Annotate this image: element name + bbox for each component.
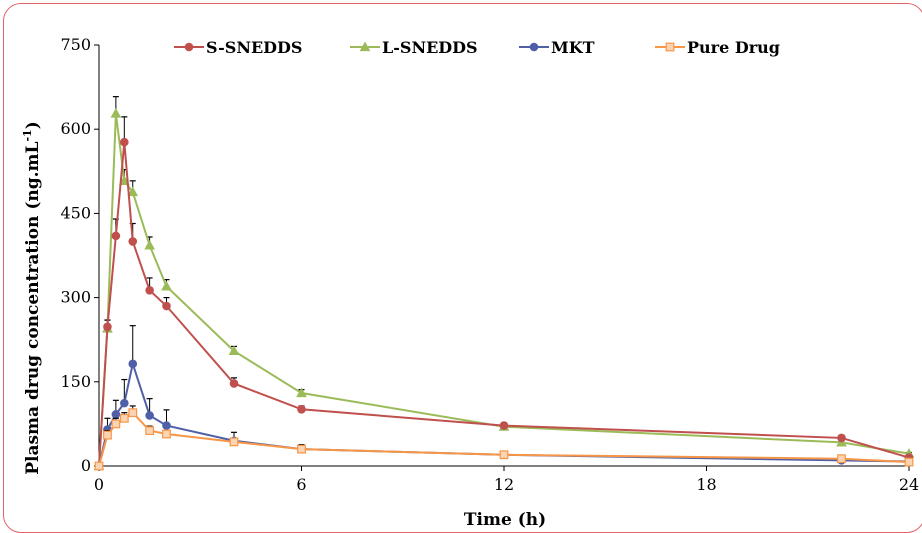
series-line-l-snedds	[98, 113, 910, 467]
legend-marker	[665, 42, 675, 52]
data-point	[110, 107, 122, 118]
axes	[94, 44, 910, 471]
data-point	[228, 345, 240, 356]
y-axis-title-close: )	[23, 121, 43, 129]
y-tick-label: 750	[60, 35, 91, 54]
legend-item-mkt: MKT	[519, 38, 595, 57]
data-point	[162, 421, 171, 430]
legend-label: MKT	[551, 38, 595, 57]
y-tick-labels: 0 150 300 450 600 750	[60, 35, 91, 475]
data-point	[111, 231, 121, 241]
legend-label: L-SNEDDS	[382, 38, 478, 57]
data-point	[229, 379, 239, 388]
data-point	[904, 457, 914, 467]
series-mkt	[94, 325, 914, 471]
x-tick-label: 12	[494, 475, 514, 494]
data-point	[119, 413, 129, 423]
data-point	[144, 239, 155, 250]
data-point	[103, 430, 112, 440]
data-point	[128, 408, 138, 418]
data-point	[111, 419, 121, 429]
data-point	[837, 433, 846, 443]
legend-item-l-snedds: L-SNEDDS	[350, 38, 478, 57]
series-pure-drug	[94, 405, 914, 471]
x-axis-title: Time (h)	[464, 510, 546, 529]
data-point	[145, 426, 155, 436]
data-point	[128, 237, 138, 246]
series-l-snedds	[93, 96, 915, 471]
error-bar	[129, 325, 136, 364]
legend-marker	[184, 42, 194, 52]
data-point	[111, 410, 121, 419]
legend-item-pure-drug: Pure Drug	[655, 38, 780, 57]
data-point	[103, 322, 112, 332]
x-tick-label: 18	[696, 475, 716, 494]
legend-marker	[529, 42, 539, 52]
data-point	[297, 405, 306, 414]
data-point	[297, 444, 306, 454]
data-point	[128, 359, 138, 369]
data-point	[162, 429, 171, 439]
data-point	[162, 301, 171, 311]
x-tick-label: 0	[94, 475, 104, 494]
data-point	[145, 411, 154, 420]
y-axis-title-superscript: -1	[21, 129, 34, 141]
data-point	[94, 461, 104, 471]
data-point	[127, 186, 139, 197]
legend-label: Pure Drug	[687, 38, 780, 57]
x-tick-labels: 0 6 12 18 24	[94, 475, 919, 494]
y-axis-title: Plasma drug concentration (ng.mL-1)	[21, 121, 43, 475]
data-point	[499, 421, 509, 430]
series-s-snedds	[94, 116, 914, 471]
data-point	[145, 286, 154, 295]
y-tick-label: 450	[60, 203, 91, 222]
data-point	[296, 387, 307, 398]
data-point	[229, 437, 239, 447]
data-point	[161, 280, 172, 291]
y-tick-label: 300	[60, 288, 91, 307]
series-line-s-snedds	[98, 142, 910, 467]
legend: S-SNEDDS L-SNEDDS MKT Pure Drug	[174, 38, 780, 57]
legend-marker	[359, 41, 371, 52]
y-axis-title-main: Plasma drug concentration (ng.mL	[23, 141, 43, 474]
data-point	[120, 137, 129, 147]
legend-item-s-snedds: S-SNEDDS	[174, 38, 302, 57]
data-point	[120, 398, 129, 408]
legend-label: S-SNEDDS	[206, 38, 302, 57]
data-point	[499, 450, 509, 460]
y-tick-label: 0	[81, 456, 91, 475]
series-layer	[93, 96, 915, 471]
y-tick-label: 600	[60, 119, 91, 138]
x-tick-label: 24	[899, 475, 919, 494]
y-tick-label: 150	[60, 372, 91, 391]
data-point	[837, 454, 846, 464]
x-tick-label: 6	[296, 475, 306, 494]
